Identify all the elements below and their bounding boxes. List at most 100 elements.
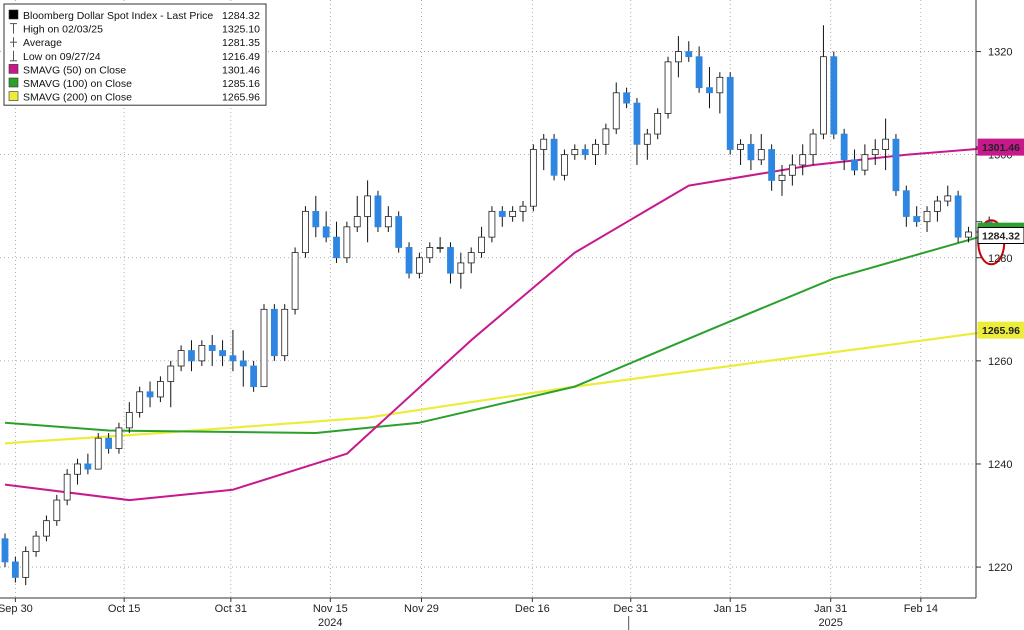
candle-body-up [177,350,185,367]
candle-body-up [561,154,568,176]
candle-body-up [260,308,268,388]
legend-label: SMAVG (200) on Close [23,92,132,104]
candle-body-up [737,143,744,150]
candle-body-down [550,138,558,176]
candle-body-up [125,412,133,429]
candle-body-down [498,210,506,217]
legend-value: 1325.10 [222,24,260,36]
candle-body-up [509,210,517,217]
candle-body-up [820,56,827,135]
candle-body-up [871,149,879,156]
candle-body-down [374,195,382,228]
candle-body-up [94,437,102,470]
candle-body-up [343,226,351,259]
candle-body-up [384,216,392,228]
legend-swatch [8,77,19,88]
candle-body-up [654,113,662,135]
candle-body-up [291,252,299,310]
moving-averages [4,146,1000,502]
candle-body-down [913,216,921,223]
y-tick-label: 1240 [988,459,1012,471]
legend-value: 1216.49 [222,51,260,63]
candle-body-up [757,149,765,161]
legend-value: 1281.35 [222,37,260,49]
sma-50-line [4,146,1000,502]
candle-body-up [415,257,423,274]
candle-body-down [902,190,910,217]
candle-body-up [353,216,361,228]
legend-label: High on 02/03/25 [23,24,103,36]
x-tick-label: Nov 15 [313,603,348,615]
value-tag [977,321,1024,339]
candle-body-up [861,154,869,171]
candle-body-down [188,350,195,362]
candle-body-down [229,355,237,362]
candle-body-up [488,210,496,238]
x-tick-label: Oct 31 [215,603,247,615]
candle-body-up [115,427,123,449]
candle-body-up [43,520,50,537]
y-tick-label: 1220 [988,562,1012,574]
candle-body-down [1,538,9,563]
candle-body-up [540,138,548,150]
candles [1,25,993,586]
candle-body-up [923,210,931,223]
legend-swatch [8,9,19,20]
candle-body-down [270,308,278,357]
candle-body-down [726,76,734,150]
x-tick-label: Jan 15 [714,603,747,615]
x-tick-label: Sep 30 [0,603,33,615]
candle-body-down [395,216,403,248]
candle-body-up [778,174,786,181]
candle-body-up [467,252,475,264]
x-year-label: 2024 [318,617,342,629]
legend-label: Bloomberg Dollar Spot Index - Last Price [23,10,213,22]
candle-body-up [965,231,972,238]
candle-body-up [612,92,620,130]
candle-body-up [944,195,952,202]
candle-body-down [851,159,858,171]
candle-body-up [478,236,485,254]
candle-body-up [302,210,309,254]
candle-body-down [830,56,838,135]
candle-body-up [675,51,682,63]
value-tag [977,226,1024,244]
x-tick-label: Dec 16 [515,603,550,615]
candle-body-up [63,473,71,501]
legend-label: Low on 09/27/24 [23,51,101,63]
candle-body-up [198,344,206,362]
candle-body-down [892,138,900,192]
candle-body-down [312,210,320,228]
candle-body-down [623,92,630,104]
candle-body-down [239,360,247,367]
legend-swatch [8,91,19,101]
legend-value: 1284.32 [222,10,260,22]
candle-body-up [22,551,30,578]
y-tick-label: 1280 [988,253,1012,265]
candle-body-up [643,133,651,145]
value-tag [977,138,1024,156]
legend-label: Average [23,37,62,49]
x-tick-label: Dec 31 [613,603,648,615]
candle-body-up [716,76,724,94]
candle-body-up [364,195,372,217]
candle-body-down [146,391,154,398]
candle-body-down [695,56,703,89]
candle-body-down [322,226,330,238]
candle-body-down [250,365,258,388]
grid [0,0,976,598]
x-tick-label: Jan 31 [814,603,847,615]
legend-swatch [8,64,19,74]
candle-body-up [167,365,175,382]
candle-body-up [457,262,465,274]
candle-body-up [281,308,289,357]
candle-body-up [32,535,40,553]
candle-body-up [156,381,164,398]
candle-body-down [685,51,693,58]
candle-body-up [571,149,579,156]
candle-body-down [105,437,112,449]
candle-body-down [84,463,92,470]
legend-value: 1265.96 [222,92,260,104]
